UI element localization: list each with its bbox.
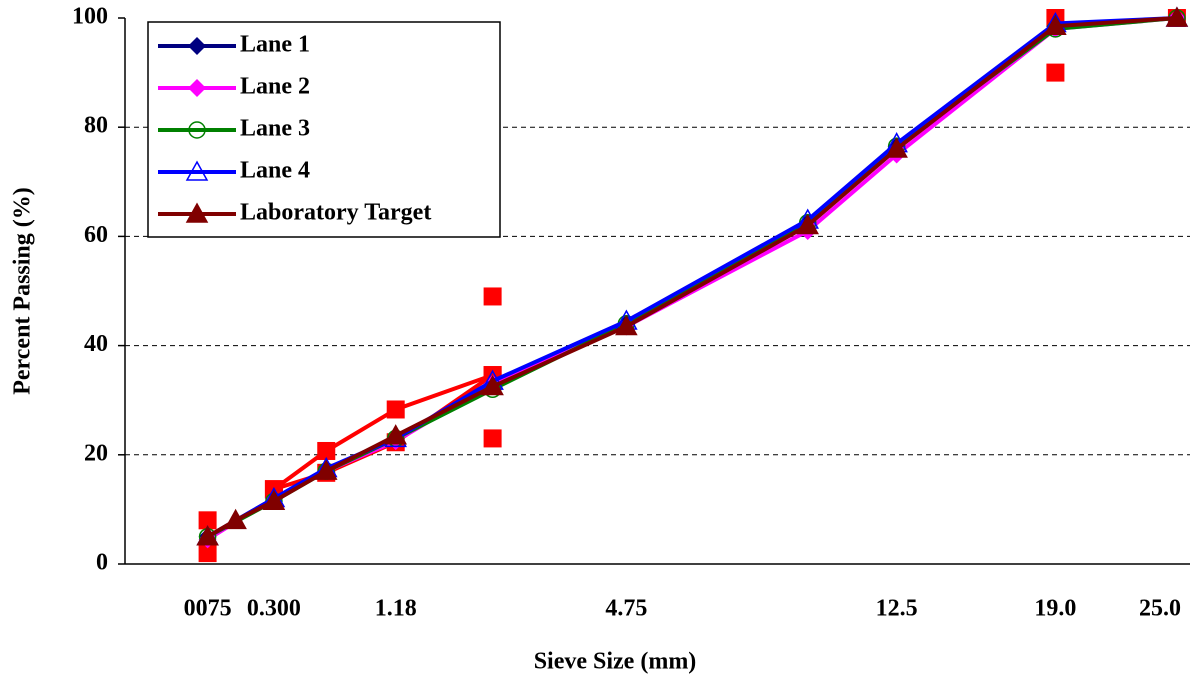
x-tick-label: 25.0 [1139,596,1181,622]
series-line [206,16,1178,539]
x-tick-label: 0.300 [247,596,301,622]
marker [481,375,504,396]
y-tick-label: 80 [84,113,108,139]
y-axis-label: Percent Passing (%) [10,187,36,395]
marker [386,400,405,419]
marker [314,459,338,480]
marker [384,424,407,445]
y-tick-label: 0 [96,550,108,576]
legend-marker [188,79,206,97]
marker [198,511,217,530]
legend-marker [185,202,209,223]
legend-marker [188,121,206,139]
marker [796,213,819,235]
series-line [273,373,494,492]
x-tick-label: 4.75 [605,596,647,622]
legend-marker [188,37,206,55]
marker [224,508,247,530]
marker [198,544,217,563]
x-axis-label: Sieve Size (mm) [534,649,697,675]
x-tick-label: 1.18 [375,596,417,622]
marker [196,525,219,546]
legend-label: Lane 1 [240,32,310,58]
legend-label: Laboratory Target [240,200,431,226]
series-line [272,373,494,491]
x-tick-label: 12.5 [876,596,918,622]
y-tick-label: 40 [84,331,108,357]
y-tick-label: 20 [84,440,108,466]
y-tick-label: 60 [84,222,108,248]
marker [317,441,336,460]
marker [483,429,502,448]
marker [1046,63,1065,82]
x-tick-label: 0075 [184,596,232,622]
marker [885,137,908,158]
marker [483,287,502,306]
legend: Lane 1 Lane 2 Lane 3 Lane 4 Laboratory Targe… [147,21,501,238]
legend-marker [185,160,209,181]
marker [615,314,638,336]
marker [1165,6,1189,27]
legend-label: Lane 2 [240,74,310,100]
y-tick-label: 100 [72,4,108,30]
x-tick-label: 19.0 [1034,596,1076,622]
marker [1044,14,1067,35]
legend-label: Lane 3 [240,116,310,142]
legend-label: Lane 4 [240,158,310,184]
marker [262,489,286,510]
